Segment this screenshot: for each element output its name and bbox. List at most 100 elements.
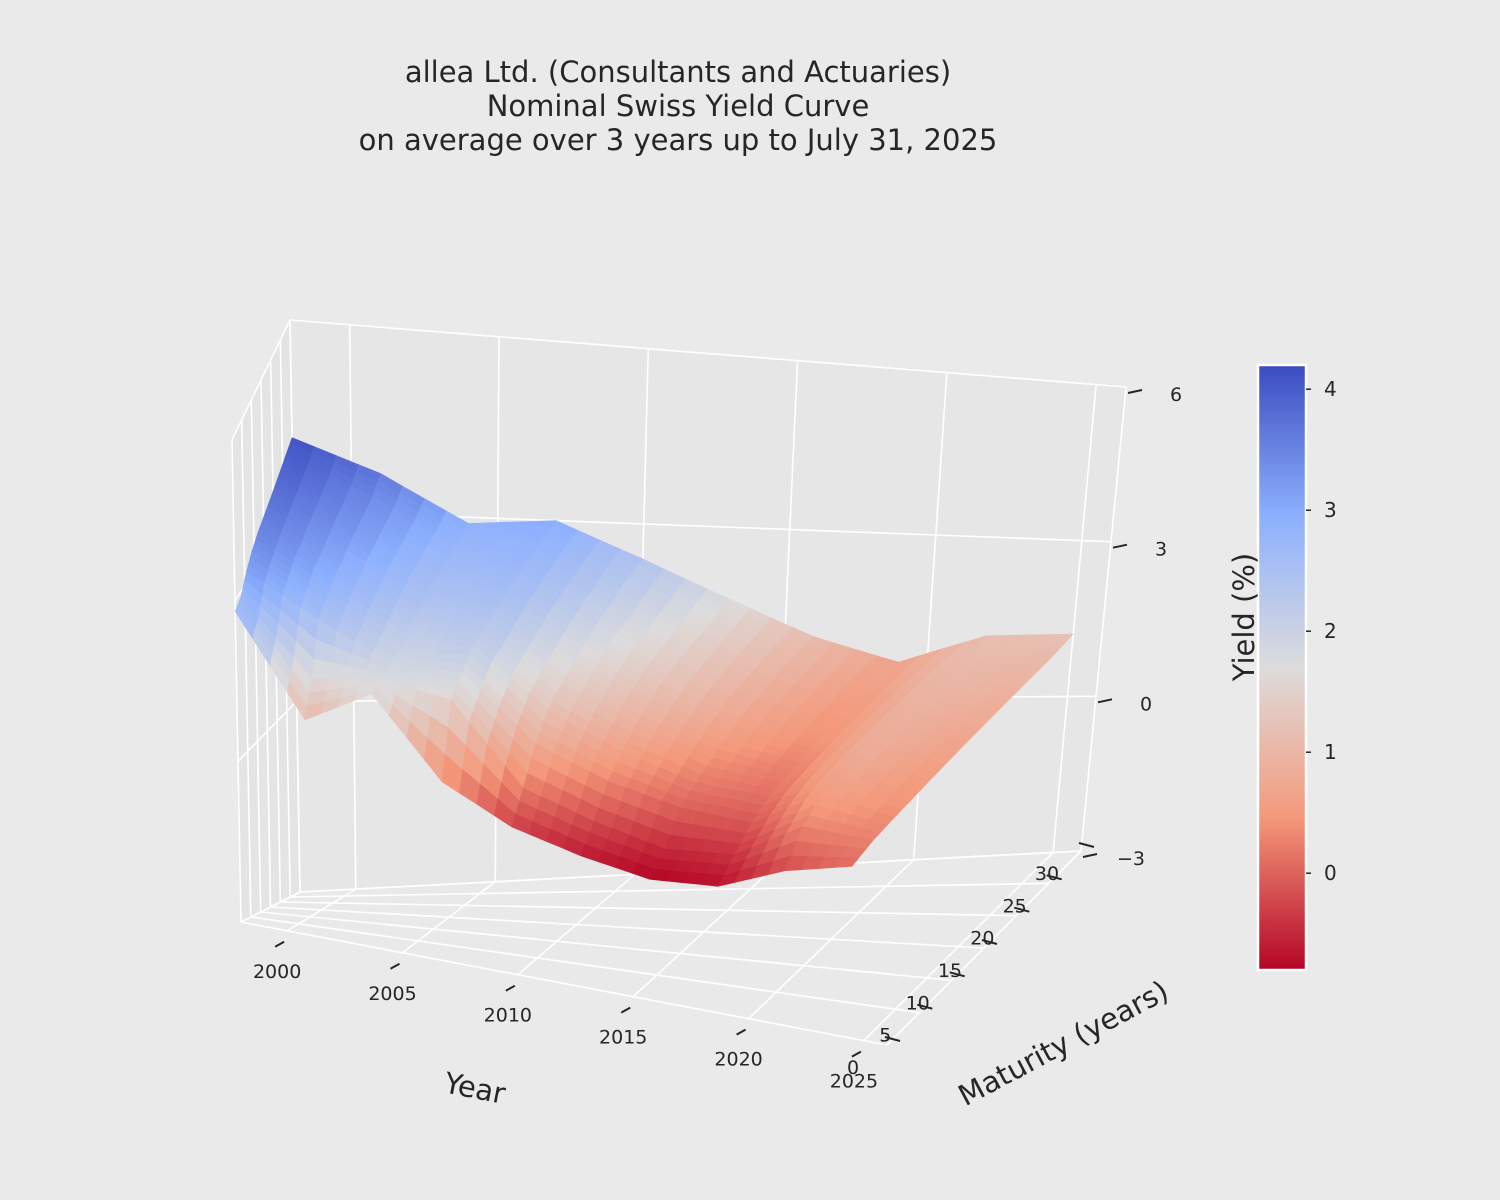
x-tick-label: 2020 <box>714 1049 762 1071</box>
left-grid-z <box>240 891 301 923</box>
surface-face <box>834 856 860 868</box>
surface-face <box>448 550 474 557</box>
surface-face <box>452 577 477 584</box>
left-grid-z <box>231 319 291 441</box>
back-grid-z <box>289 319 1127 388</box>
surface-face <box>435 572 460 579</box>
y-tick-label: 5 <box>879 1025 891 1047</box>
y-tick-mark <box>917 1003 933 1010</box>
surface-face <box>465 555 491 562</box>
floor-grid-y <box>280 901 1017 917</box>
surface-face <box>428 583 453 590</box>
y-tick-mark <box>981 939 998 945</box>
x-axis-label: Year <box>441 1065 509 1110</box>
x-tick-mark <box>274 940 285 948</box>
surface-face <box>445 588 470 596</box>
y-tick-mark <box>1046 874 1062 881</box>
surface-face <box>432 577 457 584</box>
surface-face <box>311 659 333 680</box>
surface-face <box>441 561 467 568</box>
surface-face <box>464 588 490 597</box>
surface-face <box>431 614 455 622</box>
colorbar-tick-label: 1 <box>1324 740 1337 764</box>
z-tick-label: 6 <box>1170 384 1182 406</box>
surface-face <box>448 583 473 590</box>
left-grid-y <box>250 399 262 913</box>
surface-face <box>422 594 446 603</box>
y-tick-mark <box>949 971 965 978</box>
x-tick-mark <box>736 1028 747 1036</box>
y-axis-label: Maturity (years) <box>953 974 1174 1113</box>
back-grid-x <box>1080 386 1127 852</box>
chart-title-line-3: on average over 3 years up to July 31, 2… <box>358 123 998 157</box>
x-tick-label: 2025 <box>830 1071 878 1093</box>
axis-ticks: 200020052010201520202025051015202530−303… <box>253 384 1182 1093</box>
x-tick-mark <box>851 1050 862 1058</box>
y-tick-label: 30 <box>1035 863 1059 885</box>
surface-face <box>451 544 477 552</box>
colorbar-label: Yield (%) <box>1227 553 1261 682</box>
colorbar-tick-label: 4 <box>1324 377 1337 401</box>
floor-grid-y <box>250 916 920 1014</box>
y-tick-mark <box>884 1036 901 1042</box>
y-tick-label: 10 <box>906 992 930 1014</box>
y-tick-label: 15 <box>938 960 962 982</box>
z-tick-mark <box>1112 543 1128 549</box>
colorbar-gradient <box>1256 363 1308 972</box>
floor-pane <box>241 851 1081 1045</box>
surface-face <box>445 555 471 563</box>
y-tick-label: 20 <box>970 928 994 950</box>
left-grid-z <box>237 700 298 762</box>
left-grid-y <box>231 439 242 923</box>
surface-mesh <box>234 437 1074 887</box>
z-tick-label: 3 <box>1155 539 1167 561</box>
y-tick-mark <box>1078 842 1095 848</box>
z-tick-mark <box>1082 853 1098 858</box>
y-tick-mark <box>1014 906 1030 913</box>
z-tick-label: −3 <box>1117 848 1145 870</box>
surface-face <box>469 549 495 557</box>
surface-face <box>458 533 484 541</box>
surface-face <box>455 572 481 579</box>
x-tick-mark <box>505 984 516 992</box>
surface-face <box>441 595 466 603</box>
surface-face <box>479 532 506 540</box>
surface-face <box>472 577 497 584</box>
x-tick-label: 2010 <box>484 1005 532 1027</box>
surface-face <box>435 607 459 616</box>
z-tick-mark <box>1097 698 1113 704</box>
surface-face <box>424 626 448 635</box>
surface-face <box>438 601 463 609</box>
surface-face <box>403 633 426 642</box>
back-grid-x <box>1052 384 1097 853</box>
left-grid-y <box>240 419 252 918</box>
surface-face <box>425 588 450 596</box>
surface-face <box>464 522 491 530</box>
surface-face <box>415 607 440 615</box>
x-tick-label: 2015 <box>599 1027 647 1049</box>
colorbar-tick-label: 0 <box>1324 861 1337 885</box>
floor-grid-y <box>270 906 985 949</box>
z-tick-mark <box>1127 389 1143 394</box>
chart-title-line-1: allea Ltd. (Consultants and Actuaries) <box>404 55 952 89</box>
surface-face <box>455 539 481 546</box>
surface-face <box>486 521 513 529</box>
surface-face <box>406 626 430 635</box>
x-tick-mark <box>390 962 400 970</box>
surface-face <box>412 613 436 622</box>
chart-title-line-2: Nominal Swiss Yield Curve <box>486 89 870 123</box>
surface-face <box>458 566 484 573</box>
floor-grid-y <box>240 921 888 1046</box>
colorbar: 4 3 2 1 0 Yield (%) <box>1227 363 1337 972</box>
y-tick-label: 0 <box>847 1057 859 1079</box>
colorbar-tick-label: 2 <box>1324 619 1337 643</box>
surface-face <box>409 619 433 628</box>
x-tick-label: 2000 <box>253 961 301 983</box>
x-tick-label: 2005 <box>368 983 416 1005</box>
surface-face <box>462 561 488 568</box>
floor-grid-y <box>290 882 1049 898</box>
surface-face <box>476 538 502 546</box>
colorbar-tick-label: 3 <box>1324 498 1337 522</box>
x-tick-mark <box>620 1006 631 1014</box>
